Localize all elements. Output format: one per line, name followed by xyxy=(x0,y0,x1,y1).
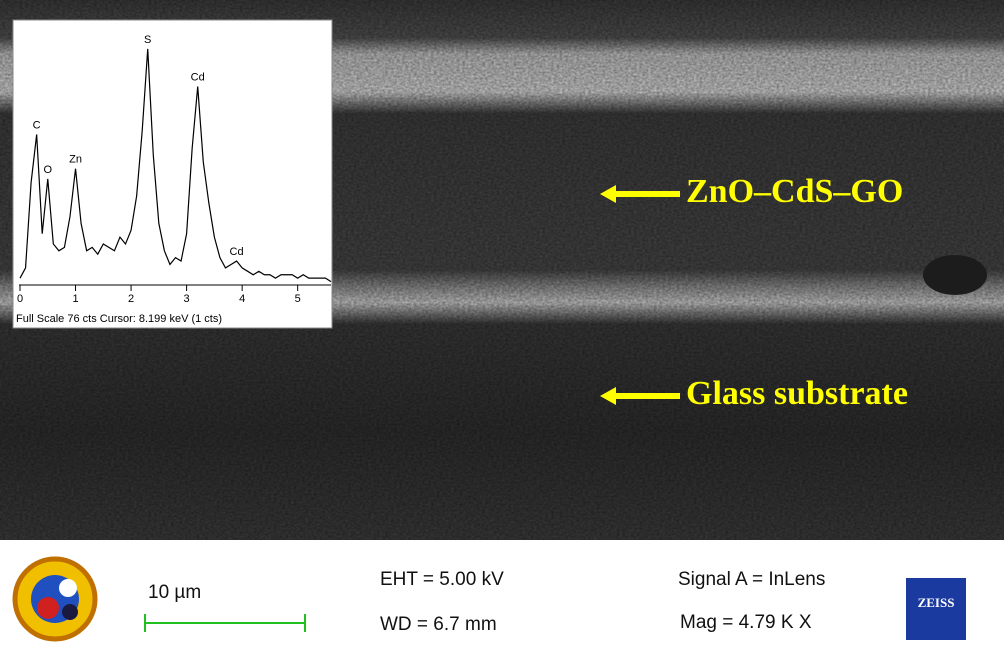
institute-logo xyxy=(15,559,95,639)
peak-label: Cd xyxy=(230,246,244,258)
page: ZnO–CdS–GO Glass substrate Full Scale 76… xyxy=(0,0,1004,652)
peak-label: S xyxy=(144,34,151,46)
peak-label: Zn xyxy=(69,154,82,166)
eht: EHT = 5.00 kV xyxy=(380,569,504,590)
x-tick-label: 4 xyxy=(239,293,245,305)
pore xyxy=(923,255,987,295)
inset-frame xyxy=(13,20,332,328)
peak-label: C xyxy=(33,119,41,131)
inset-caption: Full Scale 76 cts Cursor: 8.199 keV (1 c… xyxy=(16,313,222,325)
wd: WD = 6.7 mm xyxy=(380,614,497,635)
x-tick-label: 2 xyxy=(128,293,134,305)
eds-inset: Full Scale 76 cts Cursor: 8.199 keV (1 c… xyxy=(13,20,332,328)
magnification: Mag = 4.79 K X xyxy=(680,612,812,633)
x-tick-label: 1 xyxy=(72,293,78,305)
x-tick-label: 5 xyxy=(295,293,301,305)
signal: Signal A = InLens xyxy=(678,569,825,590)
layer-label: ZnO–CdS–GO xyxy=(686,173,903,210)
scale-bar-label: 10 µm xyxy=(148,582,201,603)
peak-label: O xyxy=(43,164,52,176)
peak-label: Cd xyxy=(191,71,205,83)
layer-label: Glass substrate xyxy=(686,375,908,412)
x-tick-label: 0 xyxy=(17,293,23,305)
brand: ZEISS xyxy=(918,595,955,610)
x-tick-label: 3 xyxy=(184,293,190,305)
